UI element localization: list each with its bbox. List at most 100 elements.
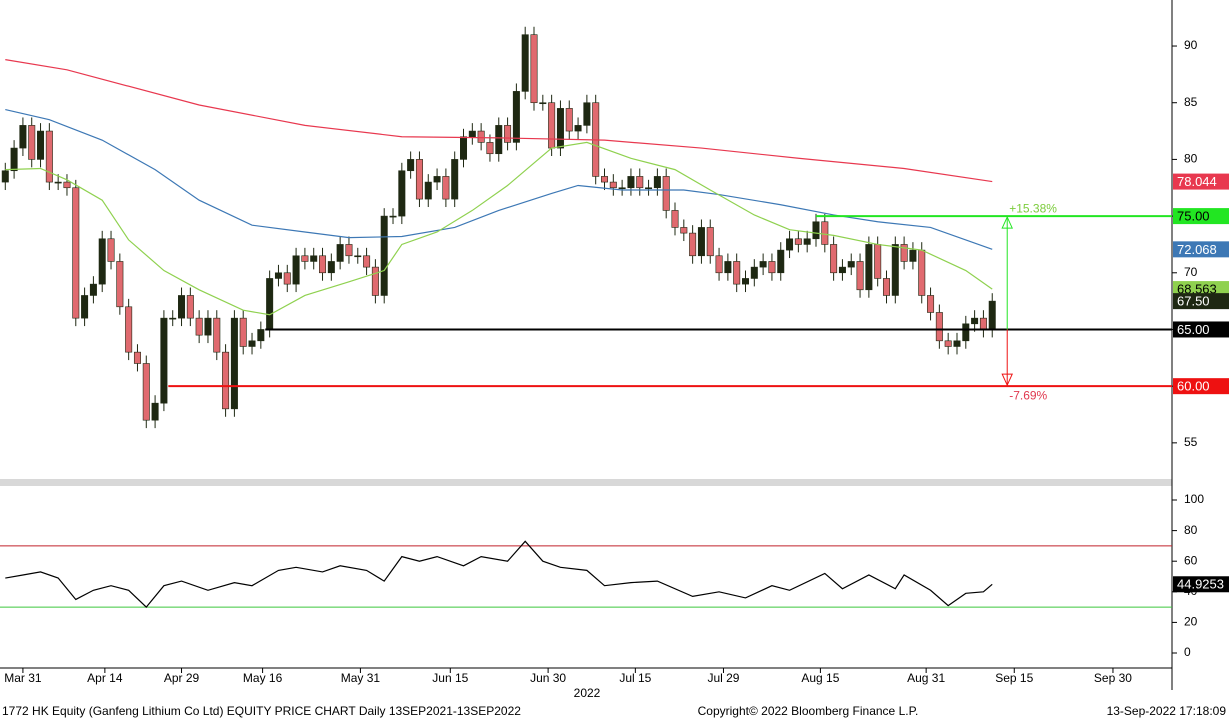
candle-body: [900, 244, 908, 262]
candle-body: [301, 255, 309, 262]
candle-body: [741, 278, 749, 285]
candle-body: [160, 317, 168, 404]
candle-body: [530, 34, 538, 104]
x-tick-label: Sep 15: [995, 671, 1033, 685]
price-label-box: [1173, 173, 1229, 190]
x-tick-label: Jun 15: [432, 671, 468, 685]
candle-body: [988, 300, 996, 330]
line: [5, 540, 993, 608]
candle-body: [433, 176, 441, 183]
candle-body: [706, 227, 714, 257]
y-tick-label: 80: [1184, 152, 1198, 166]
candle-body: [838, 266, 846, 274]
y-tick-label: 90: [1184, 38, 1198, 52]
candle-body: [812, 221, 820, 240]
y-tick-label: 55: [1184, 435, 1198, 449]
candle-body: [979, 317, 987, 330]
line: [5, 59, 993, 183]
candle-body: [794, 238, 802, 245]
candle-body: [468, 130, 476, 138]
price-label-box: [1173, 281, 1229, 298]
x-tick-label: Jul 29: [707, 671, 739, 685]
candle-body: [1, 170, 9, 183]
candle-body: [28, 125, 36, 160]
price-label: 60.00: [1177, 379, 1210, 394]
price-label: 75.00: [1177, 209, 1210, 224]
candle-body: [645, 187, 653, 190]
candle-body: [266, 278, 274, 330]
candle-body: [856, 261, 864, 291]
candle-body: [786, 238, 794, 251]
x-tick-label: Sep 30: [1094, 671, 1132, 685]
y-tick-label: 20: [1184, 615, 1198, 629]
candle-body: [222, 351, 230, 410]
price-label: 67.50: [1177, 294, 1210, 309]
candle-body: [548, 102, 556, 149]
candle-body: [909, 249, 917, 262]
candle-body: [627, 176, 635, 189]
x-tick-label: Aug 15: [801, 671, 839, 685]
candle-body: [618, 187, 626, 190]
candle-body: [724, 261, 732, 274]
candle-body: [354, 255, 362, 258]
candle-body: [733, 261, 741, 285]
price-label: 68.563: [1177, 282, 1217, 297]
candle-body: [239, 317, 247, 347]
candle-body: [750, 266, 758, 279]
line: [5, 108, 993, 250]
candle-body: [107, 238, 115, 262]
y-tick-label: 80: [1184, 523, 1198, 537]
candle-body: [918, 249, 926, 296]
candle-body: [574, 125, 582, 132]
candle-body: [98, 238, 106, 285]
candle-body: [178, 295, 186, 319]
candle-body: [336, 244, 344, 262]
candle-body: [759, 261, 767, 268]
candle-body: [891, 244, 899, 296]
candle-body: [539, 102, 547, 105]
candle-body: [512, 91, 520, 143]
candle-body: [319, 255, 327, 274]
candle-body: [847, 261, 855, 268]
price-label: 65.00: [1177, 322, 1210, 337]
candle-body: [935, 312, 943, 342]
candle-body: [10, 147, 18, 172]
candle-body: [380, 215, 388, 296]
candle-body: [830, 244, 838, 274]
y-tick-label: 70: [1184, 265, 1198, 279]
candle-body: [486, 142, 494, 155]
candle-body: [971, 317, 979, 325]
y-tick-label: 0: [1184, 645, 1191, 659]
candle-body: [133, 351, 141, 364]
candle-body: [451, 159, 459, 200]
candle-body: [230, 317, 238, 410]
price-label: 44.9253: [1177, 577, 1224, 592]
candle-body: [768, 261, 776, 274]
candle-body: [601, 176, 609, 183]
x-tick-label: Apr 14: [87, 671, 123, 685]
x-tick-label: Jul 15: [619, 671, 651, 685]
footer-center: Copyright© 2022 Bloomberg Finance L.P.: [698, 704, 919, 718]
candle-body: [116, 261, 124, 308]
footer-right: 13-Sep-2022 17:18:09: [1107, 704, 1227, 718]
price-label-box: [1173, 208, 1229, 225]
price-label-box: [1173, 241, 1229, 258]
candle-body: [169, 317, 177, 320]
candle-body: [19, 125, 27, 149]
candle-body: [345, 244, 353, 257]
candle-body: [689, 232, 697, 257]
candle-body: [521, 34, 529, 92]
candle-body: [680, 227, 688, 234]
candle-body: [865, 244, 873, 291]
arrow-head: [1001, 373, 1013, 387]
line: [5, 141, 993, 316]
candle-body: [460, 136, 468, 160]
price-label: 72.068: [1177, 242, 1217, 257]
candle-body: [504, 125, 512, 143]
candle-body: [151, 402, 159, 421]
candle-body: [54, 181, 62, 184]
candle-body: [882, 278, 890, 296]
candle-body: [63, 181, 71, 189]
y-tick-label: 100: [1184, 492, 1204, 506]
